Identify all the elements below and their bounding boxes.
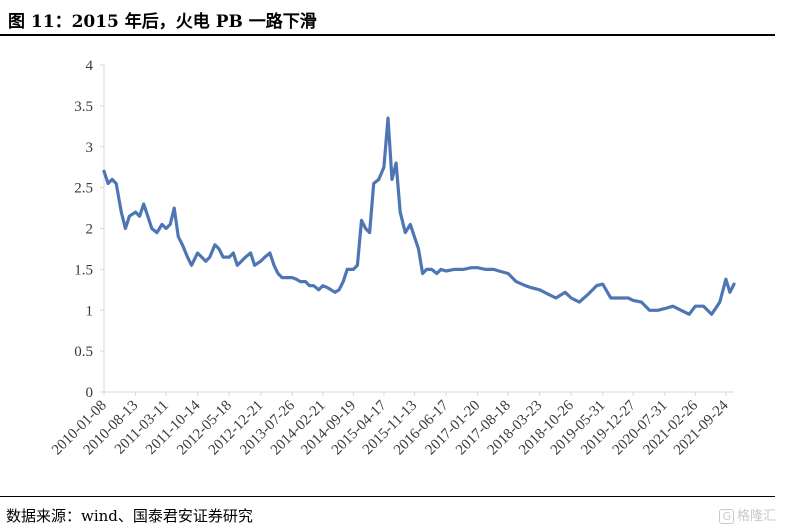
title-rule bbox=[0, 34, 775, 36]
series-line bbox=[102, 116, 736, 316]
source-rule bbox=[0, 496, 775, 497]
y-tick-label: 4 bbox=[86, 58, 94, 74]
y-tick-label: 3.5 bbox=[74, 99, 93, 115]
watermark: G 格隆汇 bbox=[719, 505, 776, 524]
y-tick-label: 0.5 bbox=[74, 344, 93, 360]
y-tick-label: 1.5 bbox=[74, 262, 93, 278]
series-group bbox=[102, 116, 736, 316]
y-tick-label: 2 bbox=[86, 222, 94, 238]
y-tick-label: 1 bbox=[86, 303, 94, 319]
figure-title: 图 11：2015 年后，火电 PB 一路下滑 bbox=[8, 12, 317, 32]
watermark-text: 格隆汇 bbox=[736, 509, 776, 524]
y-tick-label: 3 bbox=[86, 140, 94, 156]
watermark-logo-icon: G bbox=[719, 509, 734, 524]
y-axis: 0 0.5 1 1.5 2 2.5 3 3.5 4 bbox=[74, 58, 105, 401]
y-tick-label: 0 bbox=[86, 385, 94, 401]
line-chart: 0 0.5 1 1.5 2 2.5 3 3.5 4 2010-01-082010-08-1320… bbox=[49, 58, 736, 458]
x-axis: 2010-01-082010-08-132011-03-112011-10-14… bbox=[49, 391, 734, 458]
source-note: 数据来源：wind、国泰君安证券研究 bbox=[6, 507, 253, 525]
y-tick-label: 2.5 bbox=[74, 181, 93, 197]
